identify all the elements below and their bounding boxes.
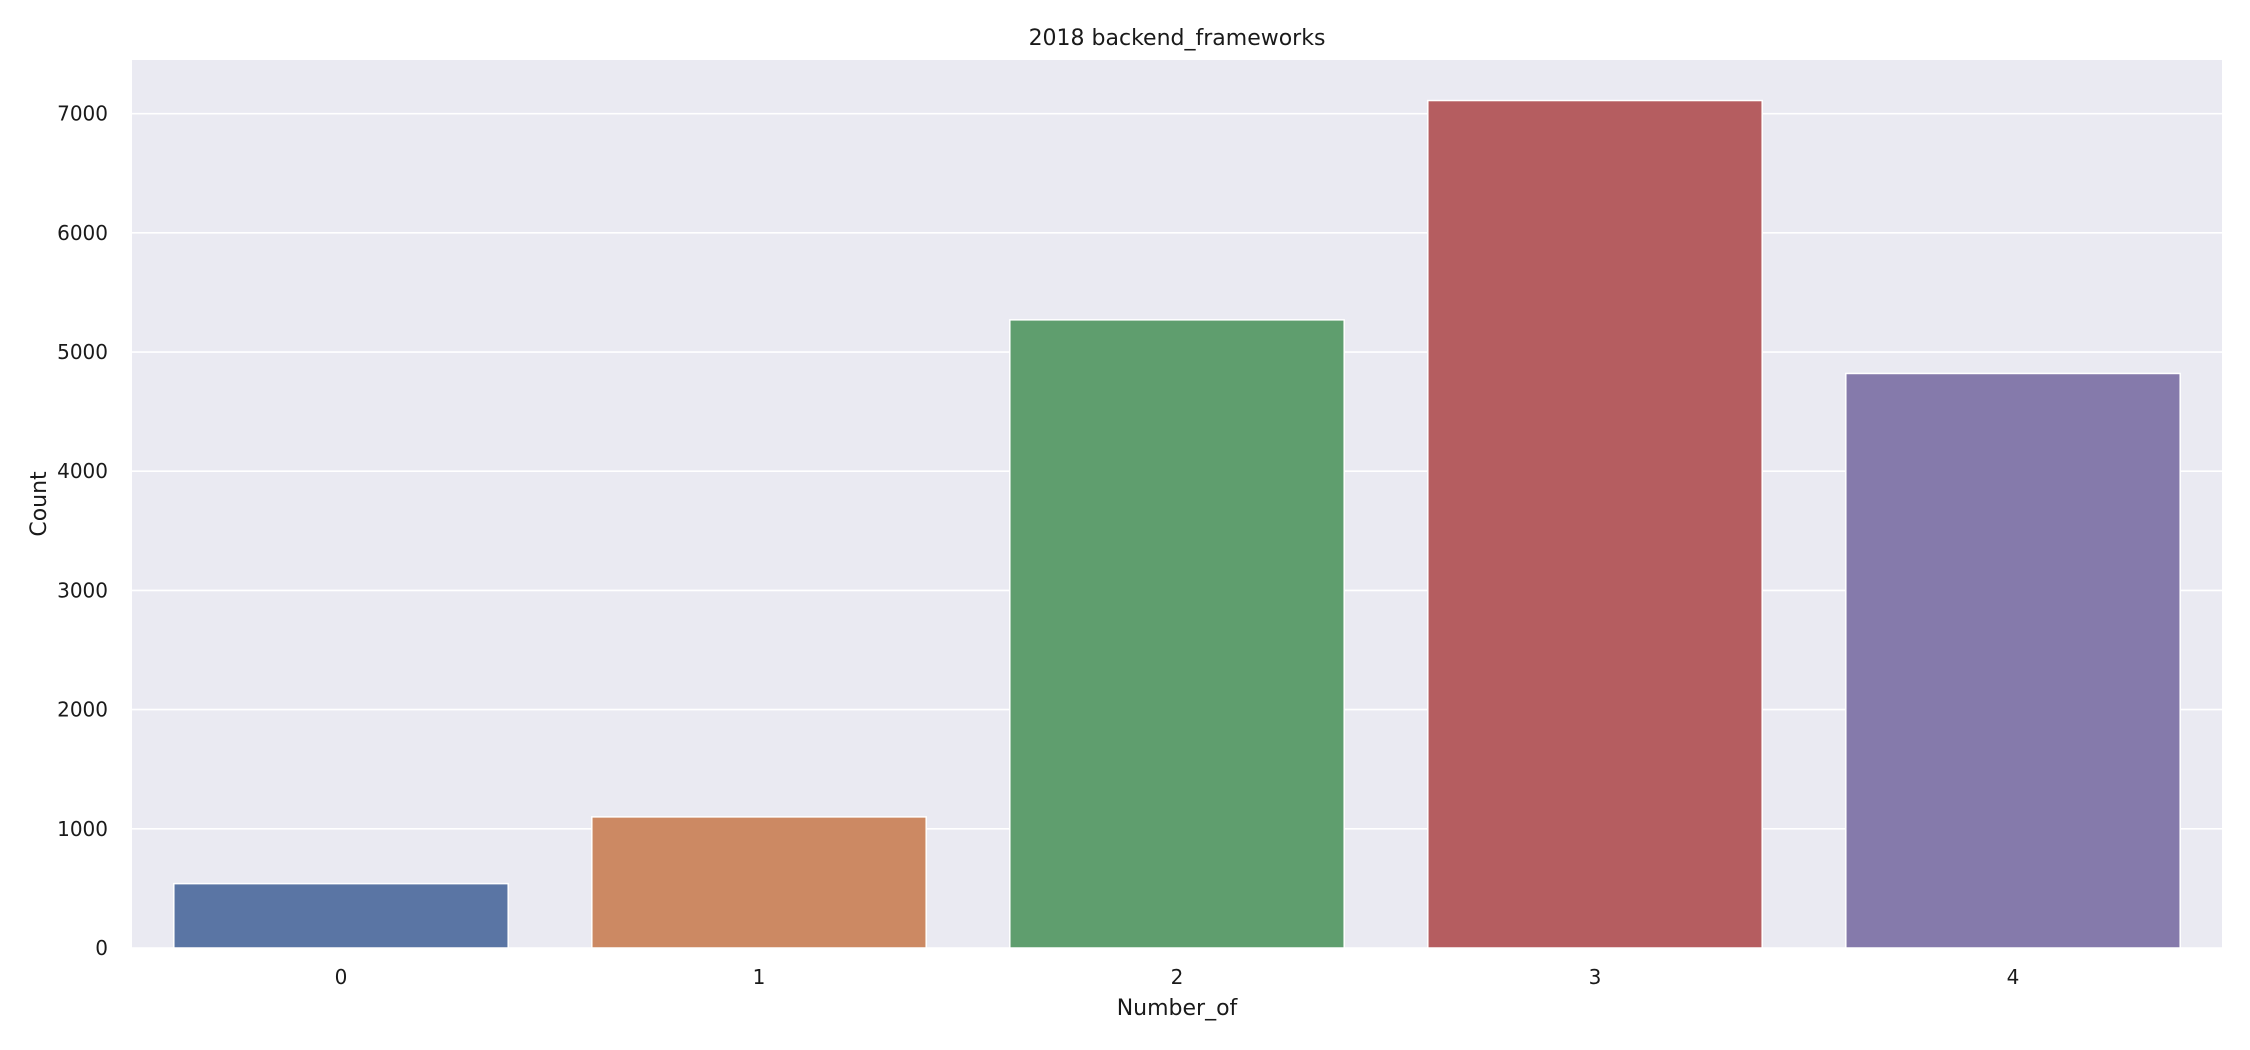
bars (173, 99, 2181, 949)
y-tick-label: 3000 (57, 578, 108, 602)
y-tick-labels: 0 1000 2000 3000 4000 5000 6000 7000 (57, 102, 108, 960)
y-tick-label: 0 (95, 936, 108, 960)
bar-3 (1427, 99, 1763, 949)
y-axis-label: Count (27, 471, 52, 537)
bar-4 (1845, 372, 2181, 949)
x-tick-label: 1 (753, 965, 766, 989)
bar-0 (173, 882, 509, 949)
y-tick-label: 4000 (57, 459, 108, 483)
x-axis-label: Number_of (1117, 996, 1239, 1021)
x-tick-label: 4 (2007, 965, 2020, 989)
x-tick-labels: 0 1 2 3 4 (335, 965, 2020, 989)
bar-2 (1009, 319, 1345, 949)
x-tick-label: 2 (1171, 965, 1184, 989)
y-tick-label: 5000 (57, 340, 108, 364)
y-tick-label: 2000 (57, 698, 108, 722)
chart-title: 2018 backend_frameworks (1029, 26, 1326, 51)
x-tick-label: 0 (335, 965, 348, 989)
x-tick-label: 3 (1589, 965, 1602, 989)
y-tick-label: 6000 (57, 221, 108, 245)
y-tick-label: 7000 (57, 102, 108, 126)
bar-1 (591, 816, 927, 949)
y-tick-label: 1000 (57, 817, 108, 841)
